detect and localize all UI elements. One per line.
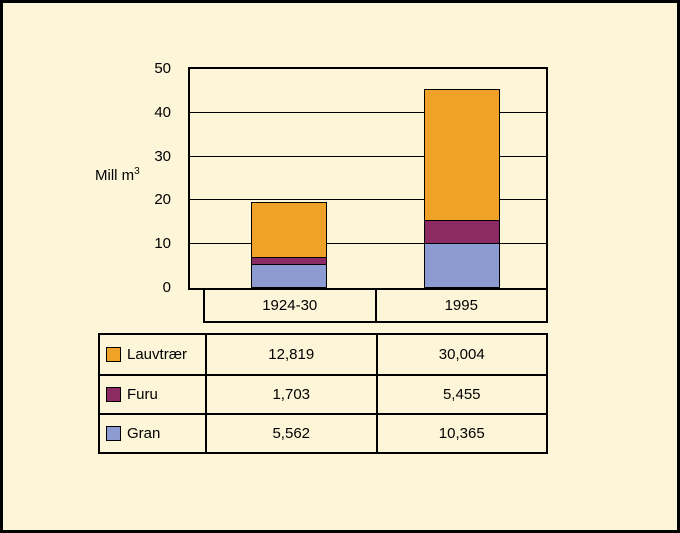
gridline — [190, 199, 546, 201]
table-row: Lauvtrær 12,819 30,004 — [100, 335, 546, 374]
legend-swatch-gran — [106, 426, 121, 441]
y-axis-ticks: 0 10 20 30 40 50 — [133, 60, 181, 296]
gridline — [190, 111, 546, 113]
bar-segment-gran — [424, 242, 500, 288]
bar-segment-lauvtrær — [251, 202, 327, 259]
table-legend-cell: Gran — [100, 415, 205, 452]
table-value: 30,004 — [375, 335, 547, 374]
legend-swatch-furu — [106, 387, 121, 402]
legend-swatch-lauvtrær — [106, 347, 121, 362]
table-value: 10,365 — [375, 415, 547, 452]
table-value: 1,703 — [205, 376, 376, 413]
category-label: 1924-30 — [262, 297, 318, 314]
y-tick-label: 30 — [154, 147, 171, 165]
series-name: Gran — [127, 425, 161, 442]
y-tick-label: 20 — [154, 191, 171, 209]
y-axis-label-text: Mill m — [95, 167, 135, 184]
gridline — [190, 243, 546, 245]
data-table: Lauvtrær 12,819 30,004 Furu 1,703 5,455 Gran 5,… — [98, 333, 548, 454]
series-name: Lauvtrær — [127, 346, 188, 363]
plot-area — [188, 67, 548, 290]
y-tick-label: 50 — [154, 60, 171, 77]
bar-stack-1995 — [424, 89, 500, 288]
table-row: Gran 5,562 10,365 — [100, 413, 546, 452]
bar-segment-furu — [424, 219, 500, 244]
y-tick-label: 10 — [154, 235, 171, 253]
bar-stack-1924-30 — [251, 202, 327, 288]
table-row: Furu 1,703 5,455 — [100, 374, 546, 413]
table-legend-cell: Lauvtrær — [100, 335, 205, 374]
table-value: 12,819 — [205, 335, 376, 374]
table-legend-cell: Furu — [100, 376, 205, 413]
table-value: 5,562 — [205, 415, 376, 452]
gridline — [190, 155, 546, 157]
bar-segment-gran — [251, 263, 327, 288]
bar-segment-lauvtrær — [424, 89, 500, 221]
category-label: 1995 — [374, 290, 547, 321]
table-value: 5,455 — [375, 376, 547, 413]
y-axis-label: Mill m3 — [95, 166, 140, 184]
y-tick-label: 0 — [162, 279, 171, 296]
y-tick-label: 40 — [154, 103, 171, 121]
category-axis-row: 1924-30 1995 — [203, 290, 548, 323]
series-name: Furu — [127, 386, 158, 403]
y-axis-label-exponent: 3 — [134, 166, 140, 177]
